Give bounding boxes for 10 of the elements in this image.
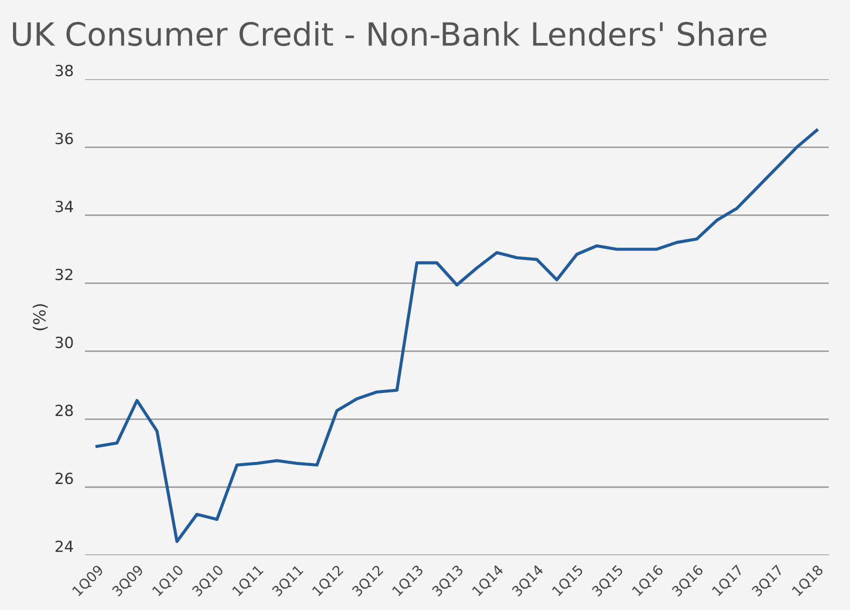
y-tick-label: 36 xyxy=(56,132,73,144)
y-tick-label: 38 xyxy=(56,64,73,76)
y-tick-label: 34 xyxy=(56,200,74,212)
y-tick-label: 24 xyxy=(56,540,74,552)
chart-title: UK Consumer Credit - Non-Bank Lenders' Share xyxy=(12,21,766,46)
y-tick-label: 30 xyxy=(56,336,73,348)
y-tick-label: 28 xyxy=(56,404,73,416)
y-tick-label: 26 xyxy=(56,472,73,484)
y-tick-label: 32 xyxy=(56,268,72,280)
y-axis-title: (%) xyxy=(32,304,48,330)
